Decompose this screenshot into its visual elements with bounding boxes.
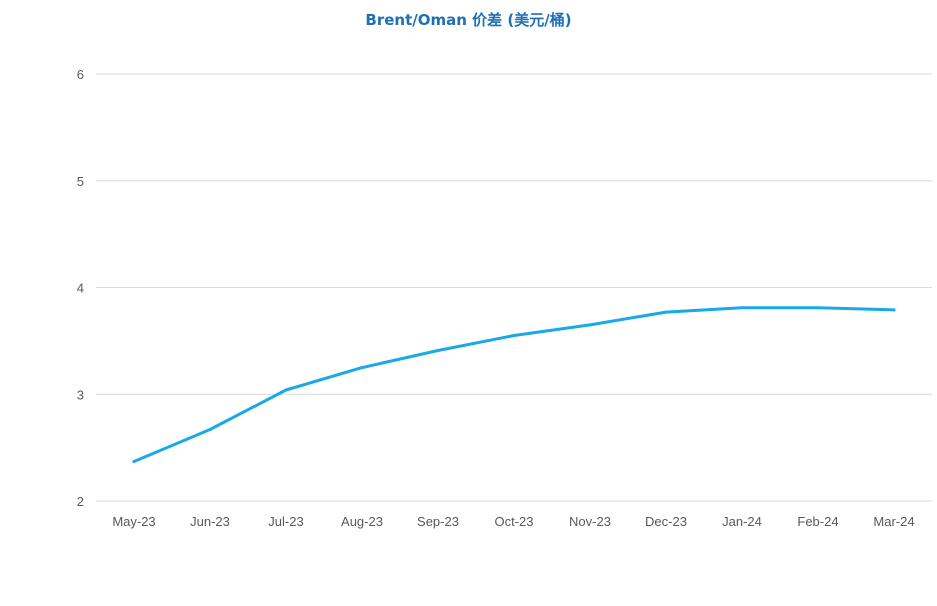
data-point [664,310,668,314]
data-point [892,308,896,312]
data-point [512,334,516,338]
y-tick-label: 3 [77,387,84,402]
x-axis-ticks: May-23 Jun-23 Jul-23 Aug-23 Sep-23 Oct-23 Nov-… [112,514,914,529]
data-point [208,427,212,431]
x-tick-label: Jan-24 [722,514,762,529]
y-tick-label: 2 [77,494,84,509]
x-tick-label: Oct-23 [494,514,533,529]
y-tick-label: 4 [77,281,84,296]
x-tick-label: Jun-23 [190,514,230,529]
series [132,306,896,464]
data-point [588,323,592,327]
y-tick-label: 6 [77,67,84,82]
x-tick-label: May-23 [112,514,155,529]
data-point [284,388,288,392]
x-tick-label: Aug-23 [341,514,383,529]
x-tick-label: Dec-23 [645,514,687,529]
data-point [816,306,820,310]
x-tick-label: Feb-24 [797,514,838,529]
chart-title: Brent/Oman 价差 (美元/桶) [365,11,572,29]
data-point [132,460,136,464]
series-line [132,306,896,463]
x-tick-label: Mar-24 [873,514,914,529]
y-tick-label: 5 [77,174,84,189]
x-tick-label: Jul-23 [268,514,303,529]
y-axis-ticks: 2 3 4 5 6 [77,67,84,509]
data-point [360,366,364,370]
gridlines [96,73,932,502]
data-point [436,348,440,352]
x-tick-label: Nov-23 [569,514,611,529]
x-tick-label: Sep-23 [417,514,459,529]
data-point [740,306,744,310]
